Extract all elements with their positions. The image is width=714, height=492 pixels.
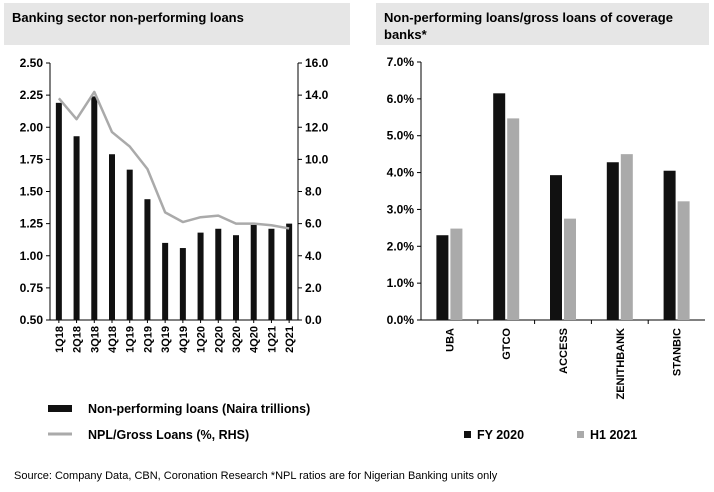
left-tick-label: 1.50 bbox=[20, 185, 44, 199]
left-tick-label: 1.25 bbox=[20, 217, 44, 231]
x-tick-label: UBA bbox=[444, 328, 456, 352]
h12021-bar bbox=[507, 118, 520, 321]
left-tick-label: 2.00 bbox=[20, 120, 44, 134]
x-tick-label: 3Q20 bbox=[231, 326, 243, 353]
legend-h12021-label: H1 2021 bbox=[590, 428, 637, 442]
x-tick-label: 2Q21 bbox=[284, 326, 296, 353]
x-tick-label: 1Q21 bbox=[266, 326, 278, 353]
right-tick-label: 10.0 bbox=[305, 152, 329, 166]
right-tick-label: 2.0 bbox=[305, 281, 322, 295]
npl-bar bbox=[179, 248, 186, 320]
left-chart: 0.50 0.75 1.00 1.25 1.50 1.75 2.00 2.25 2.50 0.0 2… bbox=[20, 56, 329, 442]
left-tick-label: 2.50 bbox=[20, 56, 44, 70]
y-tick-label: 5.0% bbox=[387, 129, 415, 143]
x-tick-label: 3Q19 bbox=[160, 326, 172, 353]
npl-ratio-line bbox=[57, 90, 290, 230]
left-tick-label: 0.50 bbox=[20, 313, 44, 327]
h12021-bar bbox=[564, 218, 576, 320]
legend-bar-swatch bbox=[48, 405, 72, 412]
left-tick-label: 1.75 bbox=[20, 152, 44, 166]
right-tick-label: 8.0 bbox=[305, 185, 322, 199]
x-tick-label: 3Q18 bbox=[89, 326, 101, 353]
right-tick-label: 14.0 bbox=[305, 88, 329, 102]
fy2020-bar bbox=[606, 162, 619, 320]
left-chart-title: Banking sector non-performing loans bbox=[4, 3, 350, 45]
npl-bar bbox=[126, 169, 133, 320]
x-tick-label: ZENITHBANK bbox=[615, 328, 627, 400]
legend-line-label: NPL/Gross Loans (%, RHS) bbox=[88, 428, 249, 442]
y-tick-label: 2.0% bbox=[387, 239, 415, 253]
fy2020-bar bbox=[550, 175, 562, 320]
right-tick-label: 6.0 bbox=[305, 217, 322, 231]
npl-bar bbox=[144, 199, 151, 320]
left-tick-label: 0.75 bbox=[20, 281, 44, 295]
x-tick-label: ACCESS bbox=[558, 328, 570, 374]
x-tick-label: GTCO bbox=[501, 328, 513, 360]
h12021-bar bbox=[620, 154, 633, 320]
source-note: Source: Company Data, CBN, Coronation Re… bbox=[14, 470, 498, 482]
y-tick-label: 3.0% bbox=[387, 202, 415, 216]
right-tick-label: 0.0 bbox=[305, 313, 322, 327]
right-chart-title: Non-performing loans/gross loans of cove… bbox=[376, 3, 709, 45]
y-tick-label: 1.0% bbox=[387, 276, 415, 290]
npl-bar bbox=[55, 102, 62, 321]
y-tick-label: 4.0% bbox=[387, 166, 415, 180]
x-tick-label: 4Q19 bbox=[178, 326, 190, 353]
legend-bar-label: Non-performing loans (Naira trillions) bbox=[88, 402, 310, 416]
x-tick-label: 2Q19 bbox=[142, 326, 154, 353]
npl-bar bbox=[197, 232, 204, 320]
right-tick-label: 12.0 bbox=[305, 120, 329, 134]
legend-h12021-swatch bbox=[577, 431, 584, 438]
npl-bar bbox=[215, 228, 222, 320]
fy2020-bar bbox=[436, 235, 449, 320]
x-tick-label: 1Q19 bbox=[125, 326, 137, 353]
npl-bar bbox=[91, 96, 98, 320]
left-tick-label: 1.00 bbox=[20, 249, 44, 263]
npl-bar bbox=[286, 223, 293, 320]
fy2020-bar bbox=[493, 93, 506, 320]
right-chart: 0.0% 1.0% 2.0% 3.0% 4.0% 5.0% 6.0% 7.0% UBA GTCO A… bbox=[387, 55, 705, 442]
x-tick-label: 4Q20 bbox=[249, 326, 261, 353]
x-tick-label: 1Q20 bbox=[196, 326, 208, 353]
x-tick-label: 1Q18 bbox=[54, 326, 66, 353]
x-tick-label: 4Q18 bbox=[107, 326, 119, 353]
npl-bar bbox=[109, 154, 115, 320]
y-tick-label: 0.0% bbox=[387, 313, 415, 327]
h12021-bar bbox=[450, 228, 463, 320]
npl-bar bbox=[73, 136, 80, 320]
left-tick-label: 2.25 bbox=[20, 88, 44, 102]
x-tick-label: 2Q20 bbox=[213, 326, 225, 353]
fy2020-bar bbox=[663, 170, 676, 320]
y-tick-label: 7.0% bbox=[387, 55, 415, 69]
npl-bar bbox=[268, 228, 275, 320]
legend-fy2020-swatch bbox=[464, 431, 471, 438]
right-tick-label: 4.0 bbox=[305, 249, 322, 263]
right-tick-label: 16.0 bbox=[305, 56, 329, 70]
legend-fy2020-label: FY 2020 bbox=[477, 428, 524, 442]
h12021-bar bbox=[677, 201, 690, 320]
npl-bar bbox=[162, 242, 169, 320]
npl-bar bbox=[233, 235, 239, 320]
y-tick-label: 6.0% bbox=[387, 92, 415, 106]
x-tick-label: STANBIC bbox=[672, 328, 684, 376]
x-tick-label: 2Q18 bbox=[72, 326, 84, 353]
npl-bar bbox=[250, 224, 257, 320]
